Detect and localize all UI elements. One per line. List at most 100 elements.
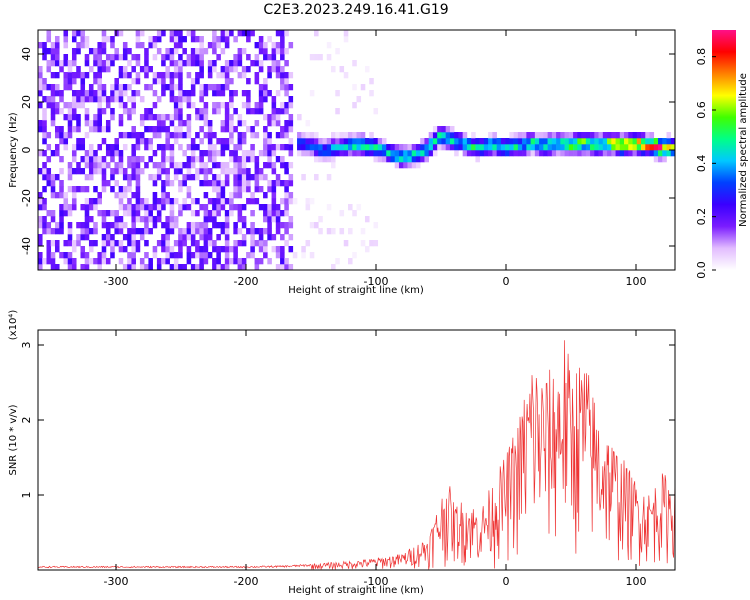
heatmap-cell xyxy=(407,156,413,163)
heatmap-cell xyxy=(258,240,264,247)
heatmap-cell xyxy=(203,240,209,247)
heatmap-cell xyxy=(144,84,149,91)
heatmap-cell xyxy=(224,66,230,73)
heatmap-cell xyxy=(186,96,192,103)
heatmap-cell xyxy=(441,126,446,133)
heatmap-cell xyxy=(76,120,81,127)
heatmap-cell xyxy=(178,120,183,127)
heatmap-cell xyxy=(144,210,149,217)
heatmap-cell xyxy=(551,144,557,151)
heatmap-cell xyxy=(233,258,238,265)
heatmap-cell xyxy=(203,90,209,97)
heatmap-cell xyxy=(42,204,47,211)
heatmap-cell xyxy=(432,144,438,151)
heatmap-cell xyxy=(84,42,90,49)
heatmap-cell xyxy=(220,264,226,271)
heatmap-cell xyxy=(186,30,192,37)
heatmap-cell xyxy=(67,162,73,169)
heatmap-cell xyxy=(76,114,81,121)
heatmap-cell xyxy=(131,162,136,169)
heatmap-cell xyxy=(398,150,404,157)
heatmap-cell xyxy=(88,162,94,169)
heatmap-cell xyxy=(80,144,86,151)
y-tick-label: 20 xyxy=(20,95,33,109)
heatmap-cell xyxy=(59,228,64,235)
heatmap-cell xyxy=(280,30,285,37)
heatmap-cell xyxy=(139,132,145,139)
heatmap-cell xyxy=(267,258,272,265)
heatmap-cell xyxy=(114,180,119,187)
heatmap-cell xyxy=(280,180,285,187)
heatmap-cell xyxy=(284,264,289,271)
heatmap-cell xyxy=(122,108,128,115)
heatmap-cell xyxy=(54,48,60,55)
heatmap-cell xyxy=(80,168,86,175)
heatmap-cell xyxy=(301,246,306,253)
heatmap-cell xyxy=(641,144,646,151)
heatmap-cell xyxy=(173,258,179,265)
y-tick-label: 3 xyxy=(20,342,33,349)
heatmap-cell xyxy=(46,168,52,175)
heatmap-cell xyxy=(224,240,230,247)
heatmap-cell xyxy=(169,150,175,157)
heatmap-cell xyxy=(165,198,170,205)
heatmap-cell xyxy=(178,66,183,73)
heatmap-cell xyxy=(373,138,379,145)
heatmap-cell xyxy=(662,138,667,145)
heatmap-cell xyxy=(67,240,73,247)
heatmap-cell xyxy=(280,198,285,205)
heatmap-cell xyxy=(46,132,52,139)
heatmap-cell xyxy=(101,60,107,67)
heatmap-cell xyxy=(229,204,234,211)
heatmap-cell xyxy=(67,78,73,85)
heatmap-cell xyxy=(263,192,268,199)
heatmap-cell xyxy=(114,78,119,85)
heatmap-cell xyxy=(653,144,659,151)
heatmap-cell xyxy=(250,246,255,253)
heatmap-cell xyxy=(199,258,204,265)
heatmap-cell xyxy=(322,150,328,157)
heatmap-cell xyxy=(611,144,616,151)
heatmap-cell xyxy=(641,132,646,139)
heatmap-cell xyxy=(594,150,599,157)
heatmap-cell xyxy=(207,150,213,157)
heatmap-cell xyxy=(280,126,285,133)
heatmap-cell xyxy=(178,204,183,211)
heatmap-cell xyxy=(93,48,98,55)
heatmap-cell xyxy=(110,222,115,229)
heatmap-cell xyxy=(258,246,264,253)
heatmap-cell xyxy=(207,234,213,241)
heatmap-cell xyxy=(186,144,192,151)
heatmap-cell xyxy=(212,210,217,217)
heatmap-cell xyxy=(118,54,124,61)
heatmap-cell xyxy=(297,114,302,121)
heatmap-cell xyxy=(284,78,289,85)
heatmap-cell xyxy=(182,90,187,97)
heatmap-cell xyxy=(305,240,311,247)
heatmap-cell xyxy=(84,204,90,211)
heatmap-cell xyxy=(560,132,565,139)
heatmap-cell xyxy=(246,186,251,193)
heatmap-cell xyxy=(105,258,111,265)
heatmap-cell xyxy=(288,126,294,133)
snr-frame xyxy=(37,329,676,571)
heatmap-cell xyxy=(441,138,446,145)
heatmap-cell xyxy=(110,168,115,175)
heatmap-cell xyxy=(38,204,43,211)
heatmap-cell xyxy=(254,156,260,163)
heatmap-cell xyxy=(105,162,111,169)
heatmap-cell xyxy=(488,150,493,157)
heatmap-cell xyxy=(492,150,497,157)
snr-multiplier: (x10⁴) xyxy=(8,310,19,341)
heatmap-cell xyxy=(280,78,285,85)
heatmap-cell xyxy=(267,222,272,229)
heatmap-cell xyxy=(360,240,366,247)
heatmap-cell xyxy=(101,186,107,193)
heatmap-cell xyxy=(114,216,119,223)
heatmap-cell xyxy=(415,156,421,163)
heatmap-cell xyxy=(305,120,311,127)
heatmap-cell xyxy=(233,90,238,97)
heatmap-cell xyxy=(131,174,136,181)
heatmap-cell xyxy=(284,144,289,151)
heatmap-cell xyxy=(71,108,77,115)
